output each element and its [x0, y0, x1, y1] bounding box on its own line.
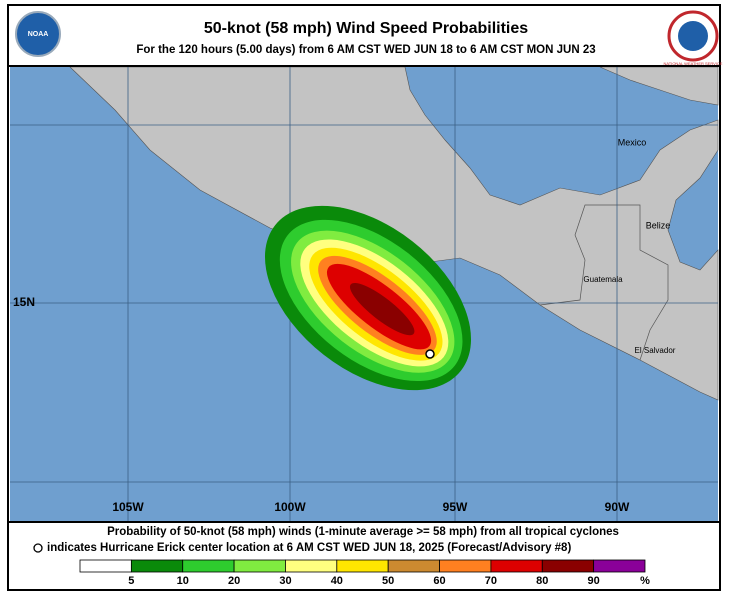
borders — [539, 204, 669, 361]
legend: 5 10 20 30 40 50 60 70 80 90% — [79, 559, 650, 587]
legend-tick-label: 50 — [382, 575, 394, 587]
legend-swatch — [439, 559, 492, 573]
legend-swatch — [593, 559, 646, 573]
legend-swatch — [130, 559, 184, 573]
longitude-label: 95W — [443, 500, 468, 514]
place-label: Guatemala — [583, 275, 623, 284]
longitude-label: 90W — [605, 500, 630, 514]
legend-tick-label: 70 — [485, 575, 497, 587]
legend-tick-label: 5 — [128, 575, 134, 587]
longitude-label: 105W — [112, 500, 144, 514]
legend-tick-label: 80 — [536, 575, 548, 587]
legend-swatch — [182, 559, 235, 573]
legend-unit: % — [640, 575, 650, 587]
legend-swatch — [541, 559, 595, 573]
title: 50-knot (58 mph) Wind Speed Probabilitie… — [204, 20, 528, 37]
legend-swatch — [233, 559, 286, 573]
legend-tick-label: 60 — [433, 575, 445, 587]
longitude-label: 100W — [274, 500, 306, 514]
center-symbol — [33, 543, 43, 553]
probability-swath — [264, 205, 472, 391]
latitude-label: 15N — [13, 295, 35, 309]
legend-swatch — [490, 559, 543, 573]
caption: indicates Hurricane Erick center locatio… — [47, 542, 571, 554]
noaa-logo-text: NOAA — [28, 31, 49, 38]
nws-logo-text: NATIONAL WEATHER SERVICE — [664, 61, 723, 66]
legend-tick-label: 30 — [279, 575, 291, 587]
storm-center — [425, 349, 435, 359]
legend-tick-label: 40 — [331, 575, 343, 587]
legend-swatch — [285, 559, 338, 573]
legend-swatch — [336, 559, 389, 573]
caption: Probability of 50-knot (58 mph) winds (1… — [107, 526, 619, 538]
legend-tick-label: 90 — [588, 575, 600, 587]
legend-tick-label: 10 — [177, 575, 189, 587]
subtitle: For the 120 hours (5.00 days) from 6 AM … — [136, 44, 595, 56]
map: Mexico Belize Guatemala El Salvador 105W… — [10, 66, 719, 522]
legend-swatch — [79, 559, 132, 573]
legend-tick-label: 20 — [228, 575, 240, 587]
noaa-logo — [15, 11, 61, 57]
place-label: Mexico — [618, 137, 647, 147]
legend-swatch — [387, 559, 440, 573]
place-label: Belize — [646, 220, 671, 230]
nws-logo-inner — [678, 21, 708, 51]
place-label: El Salvador — [635, 346, 676, 355]
